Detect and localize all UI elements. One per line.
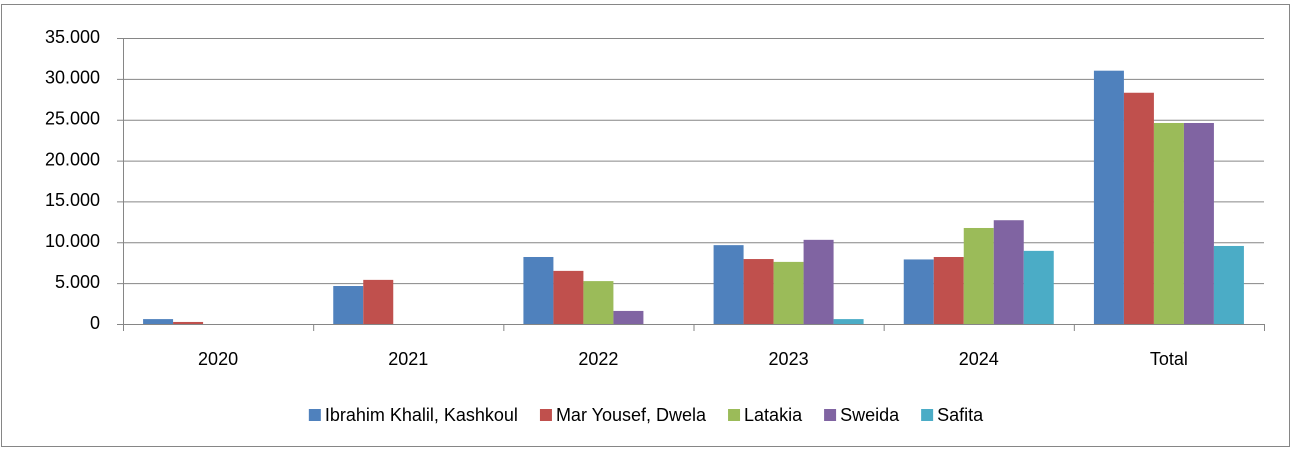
y-tick-label: 20.000 xyxy=(45,149,100,169)
bar xyxy=(713,245,744,324)
y-tick-label: 25.000 xyxy=(45,108,100,128)
bar xyxy=(743,259,774,324)
bar xyxy=(363,279,394,324)
bar xyxy=(173,321,204,324)
bar xyxy=(583,281,614,324)
legend-label: Latakia xyxy=(744,405,803,425)
legend-swatch xyxy=(921,409,934,421)
x-tick-label: 2021 xyxy=(388,349,428,369)
legend-label: Mar Yousef, Dwela xyxy=(556,405,707,425)
bar xyxy=(143,319,174,324)
bar xyxy=(993,220,1024,324)
chart-frame xyxy=(1,4,1290,447)
y-tick-label: 10.000 xyxy=(45,231,100,251)
legend-label: Ibrahim Khalil, Kashkoul xyxy=(325,405,518,425)
x-tick-label: 2024 xyxy=(959,349,999,369)
bar xyxy=(833,319,864,324)
y-tick-label: 15.000 xyxy=(45,190,100,210)
x-tick-label: 2023 xyxy=(769,349,809,369)
legend-swatch xyxy=(308,409,321,421)
bar xyxy=(333,286,364,324)
bar xyxy=(1183,122,1214,325)
bar xyxy=(903,259,934,324)
bar xyxy=(933,256,964,324)
legend-swatch xyxy=(728,409,741,421)
legend-swatch xyxy=(824,409,837,421)
bar xyxy=(553,270,584,324)
x-tick-label: Total xyxy=(1150,349,1188,369)
y-tick-label: 0 xyxy=(90,313,100,333)
y-tick-label: 30.000 xyxy=(45,68,100,88)
bar xyxy=(523,256,554,324)
bar xyxy=(1093,70,1124,324)
x-tick-label: 2022 xyxy=(578,349,618,369)
bar xyxy=(963,227,994,324)
bar xyxy=(1213,245,1244,324)
bar xyxy=(773,261,804,324)
bar xyxy=(803,239,834,324)
legend-swatch xyxy=(539,409,552,421)
y-tick-label: 35.000 xyxy=(45,27,100,47)
x-tick-label: 2020 xyxy=(198,349,238,369)
y-tick-label: 5.000 xyxy=(55,272,100,292)
legend-label: Sweida xyxy=(840,405,900,425)
bar xyxy=(1153,122,1184,325)
bar xyxy=(613,310,644,324)
bar xyxy=(1123,92,1154,325)
bar xyxy=(1023,250,1054,324)
legend-label: Safita xyxy=(937,405,984,425)
